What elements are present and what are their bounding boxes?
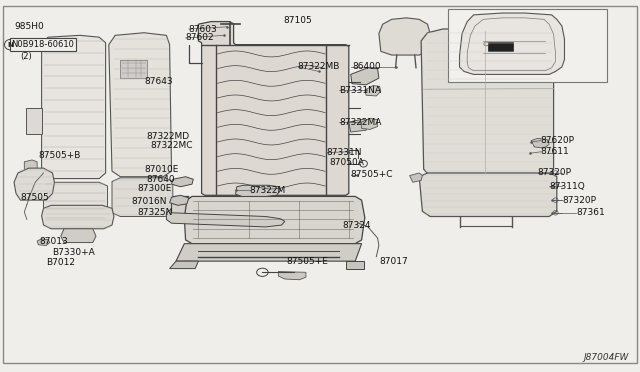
Polygon shape [531, 138, 549, 148]
Polygon shape [349, 119, 368, 132]
Text: B7012: B7012 [46, 258, 75, 267]
Polygon shape [112, 178, 173, 217]
Polygon shape [24, 174, 37, 184]
Polygon shape [379, 18, 430, 55]
Text: 87017: 87017 [379, 257, 408, 266]
Text: 87505: 87505 [20, 193, 49, 202]
Text: 87324: 87324 [342, 221, 371, 230]
Text: 87300E: 87300E [138, 185, 172, 193]
Text: 87010E: 87010E [144, 165, 179, 174]
Polygon shape [346, 261, 364, 269]
Polygon shape [42, 35, 106, 179]
Polygon shape [37, 239, 50, 246]
Polygon shape [24, 160, 37, 171]
Text: 985H0: 985H0 [14, 22, 44, 31]
Text: 87050A: 87050A [330, 158, 364, 167]
Text: N: N [7, 42, 13, 48]
Bar [488, 42, 513, 51]
Text: J87004FW: J87004FW [583, 353, 628, 362]
Polygon shape [278, 272, 306, 280]
Text: 87322MA: 87322MA [339, 118, 381, 126]
Polygon shape [365, 86, 381, 96]
Text: 87505+C: 87505+C [351, 170, 393, 179]
Polygon shape [172, 177, 193, 187]
Polygon shape [44, 182, 108, 219]
Text: 87320P: 87320P [538, 169, 572, 177]
Polygon shape [166, 209, 285, 227]
Polygon shape [460, 13, 564, 74]
Polygon shape [176, 244, 362, 261]
Text: 87105: 87105 [283, 16, 312, 25]
Text: 87361: 87361 [576, 208, 605, 217]
Text: 87322M: 87322M [250, 186, 286, 195]
Text: N0B918-60610: N0B918-60610 [12, 40, 74, 49]
Polygon shape [26, 108, 42, 134]
Bar [448, 9, 607, 82]
Text: 87013: 87013 [40, 237, 68, 246]
Text: 87643: 87643 [144, 77, 173, 86]
Polygon shape [170, 195, 189, 205]
Text: B7330+A: B7330+A [52, 248, 95, 257]
Text: 87311Q: 87311Q [549, 182, 585, 190]
Text: 86400: 86400 [352, 62, 381, 71]
Text: 87602: 87602 [186, 33, 214, 42]
Text: 87331N: 87331N [326, 148, 362, 157]
Text: 87325N: 87325N [138, 208, 173, 217]
Polygon shape [362, 118, 378, 129]
Polygon shape [410, 173, 422, 182]
Text: 87620P: 87620P [541, 136, 575, 145]
Text: 87611: 87611 [541, 147, 570, 156]
Polygon shape [184, 196, 365, 244]
Text: 87505+B: 87505+B [38, 151, 81, 160]
Polygon shape [42, 205, 114, 229]
Polygon shape [172, 196, 189, 215]
Polygon shape [421, 28, 554, 175]
Text: 87640: 87640 [146, 175, 175, 184]
Text: 87016N: 87016N [131, 197, 166, 206]
Text: 87322MC: 87322MC [150, 141, 193, 150]
Text: 87320P: 87320P [562, 196, 596, 205]
Polygon shape [61, 229, 96, 243]
Text: 87322MD: 87322MD [146, 132, 189, 141]
Polygon shape [351, 68, 379, 85]
Text: 87322MB: 87322MB [298, 62, 340, 71]
Polygon shape [419, 173, 557, 217]
Polygon shape [120, 60, 147, 78]
Text: B7331NA: B7331NA [339, 86, 381, 94]
Text: (2): (2) [20, 52, 32, 61]
Ellipse shape [4, 39, 16, 50]
Polygon shape [14, 168, 54, 200]
Polygon shape [170, 261, 198, 269]
Polygon shape [198, 22, 349, 195]
Text: 87505+E: 87505+E [287, 257, 328, 266]
Polygon shape [109, 33, 172, 177]
Text: 87603: 87603 [189, 25, 218, 33]
Polygon shape [236, 185, 280, 196]
